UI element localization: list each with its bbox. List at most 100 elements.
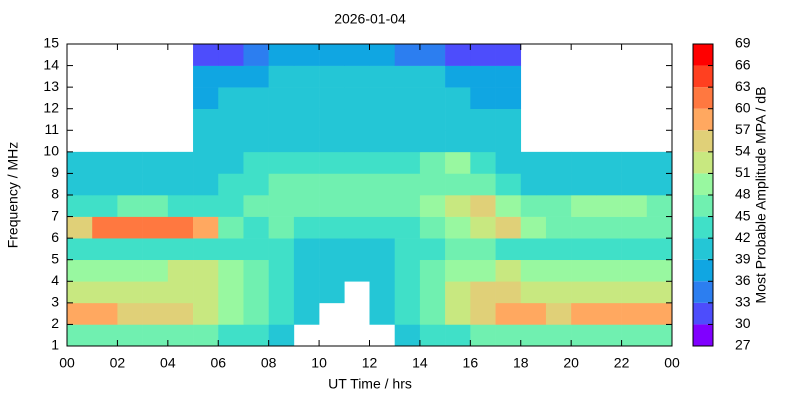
colorbar-segment bbox=[693, 44, 713, 66]
heatmap-cell bbox=[268, 151, 295, 174]
heatmap-cell bbox=[419, 259, 446, 282]
heatmap-cell bbox=[621, 151, 648, 174]
heatmap-cell bbox=[470, 87, 496, 110]
heatmap-cell bbox=[243, 216, 269, 239]
colorbar-segment bbox=[693, 238, 713, 260]
heatmap-cell bbox=[293, 87, 320, 110]
heatmap-cell bbox=[495, 238, 522, 261]
heatmap-cell bbox=[571, 324, 597, 347]
heatmap-cell bbox=[369, 108, 396, 131]
heatmap-cell bbox=[193, 195, 219, 217]
heatmap-cell bbox=[394, 44, 421, 66]
heatmap-cell bbox=[243, 259, 269, 282]
heatmap-cell bbox=[167, 281, 194, 304]
heatmap-cell bbox=[445, 324, 471, 347]
heatmap-cell bbox=[495, 216, 522, 239]
heatmap-cell bbox=[293, 216, 320, 239]
heatmap-cell bbox=[394, 259, 421, 282]
heatmap-cell bbox=[419, 216, 446, 239]
heatmap-cell bbox=[92, 324, 118, 347]
heatmap-cell bbox=[369, 259, 396, 282]
heatmap-cell bbox=[193, 281, 219, 304]
heatmap-cell bbox=[445, 173, 471, 196]
heatmap-cell bbox=[621, 173, 648, 196]
heatmap-cell bbox=[545, 173, 572, 196]
heatmap-cell bbox=[167, 151, 194, 174]
heatmap-cell bbox=[495, 259, 522, 282]
x-tick-label: 06 bbox=[210, 355, 226, 371]
colorbar-tick-label: 48 bbox=[735, 186, 751, 202]
heatmap-cell bbox=[344, 259, 370, 282]
heatmap-cell bbox=[92, 281, 118, 304]
x-tick-label: 18 bbox=[513, 355, 529, 371]
colorbar-segment bbox=[693, 173, 713, 195]
heatmap-cell bbox=[67, 216, 93, 239]
heatmap-cell bbox=[495, 195, 522, 217]
heatmap-cell bbox=[243, 281, 269, 304]
heatmap-cell bbox=[344, 44, 370, 66]
colorbar-segment bbox=[693, 108, 713, 131]
heatmap-cell bbox=[344, 195, 370, 217]
heatmap-cell bbox=[344, 216, 370, 239]
x-tick-label: 00 bbox=[59, 355, 75, 371]
heatmap-cell bbox=[243, 324, 269, 347]
heatmap-cell bbox=[218, 151, 244, 174]
heatmap-cell bbox=[495, 281, 522, 304]
heatmap-cell bbox=[571, 151, 597, 174]
heatmap-cell bbox=[646, 173, 673, 196]
chart-title: 2026-01-04 bbox=[334, 11, 406, 27]
heatmap-cell bbox=[67, 324, 93, 347]
heatmap-cell bbox=[268, 108, 295, 131]
heatmap-cell bbox=[445, 87, 471, 110]
heatmap-cell bbox=[495, 324, 522, 347]
heatmap-cell bbox=[571, 238, 597, 261]
heatmap-cell bbox=[268, 44, 295, 66]
heatmap-cell bbox=[621, 195, 648, 217]
heatmap-cell bbox=[67, 173, 93, 196]
colorbar-tick-label: 42 bbox=[735, 229, 751, 245]
heatmap-cell bbox=[319, 130, 345, 153]
heatmap-cell bbox=[344, 130, 370, 153]
heatmap-cell bbox=[369, 302, 396, 325]
heatmap-cell bbox=[268, 195, 295, 217]
heatmap-cell bbox=[268, 238, 295, 261]
colorbar-segment bbox=[693, 324, 713, 346]
heatmap-cell bbox=[193, 238, 219, 261]
heatmap-cell bbox=[67, 259, 93, 282]
heatmap-cell bbox=[545, 238, 572, 261]
heatmap-cell bbox=[419, 87, 446, 110]
heatmap-cell bbox=[520, 238, 547, 261]
heatmap-cell bbox=[193, 259, 219, 282]
y-tick-label: 10 bbox=[43, 143, 59, 159]
heatmap-cell bbox=[218, 302, 244, 325]
heatmap-cell bbox=[142, 302, 169, 325]
heatmap-cell bbox=[470, 302, 496, 325]
heatmap-cell bbox=[545, 216, 572, 239]
colorbar-segment bbox=[693, 195, 713, 217]
heatmap-cell bbox=[92, 151, 118, 174]
colorbar-tick-label: 66 bbox=[735, 56, 751, 72]
heatmap-cell bbox=[243, 108, 269, 131]
heatmap-cell bbox=[319, 259, 345, 282]
heatmap-cell bbox=[293, 302, 320, 325]
heatmap-cell bbox=[596, 151, 622, 174]
heatmap-cell bbox=[243, 238, 269, 261]
y-tick-label: 8 bbox=[51, 186, 59, 202]
y-tick-label: 1 bbox=[51, 337, 59, 353]
heatmap-cell bbox=[268, 173, 295, 196]
heatmap-cell bbox=[319, 151, 345, 174]
heatmap-cell bbox=[369, 151, 396, 174]
heatmap-cell bbox=[419, 302, 446, 325]
x-tick-label: 22 bbox=[614, 355, 630, 371]
heatmap-cell bbox=[218, 108, 244, 131]
heatmap-cell bbox=[571, 259, 597, 282]
heatmap-cell bbox=[319, 195, 345, 217]
x-tick-label: 10 bbox=[311, 355, 327, 371]
heatmap-cell bbox=[268, 302, 295, 325]
heatmap-cell bbox=[470, 130, 496, 153]
heatmap-cell bbox=[193, 173, 219, 196]
heatmap-cell bbox=[571, 281, 597, 304]
heatmap-cell bbox=[117, 151, 143, 174]
heatmap-cell bbox=[243, 151, 269, 174]
